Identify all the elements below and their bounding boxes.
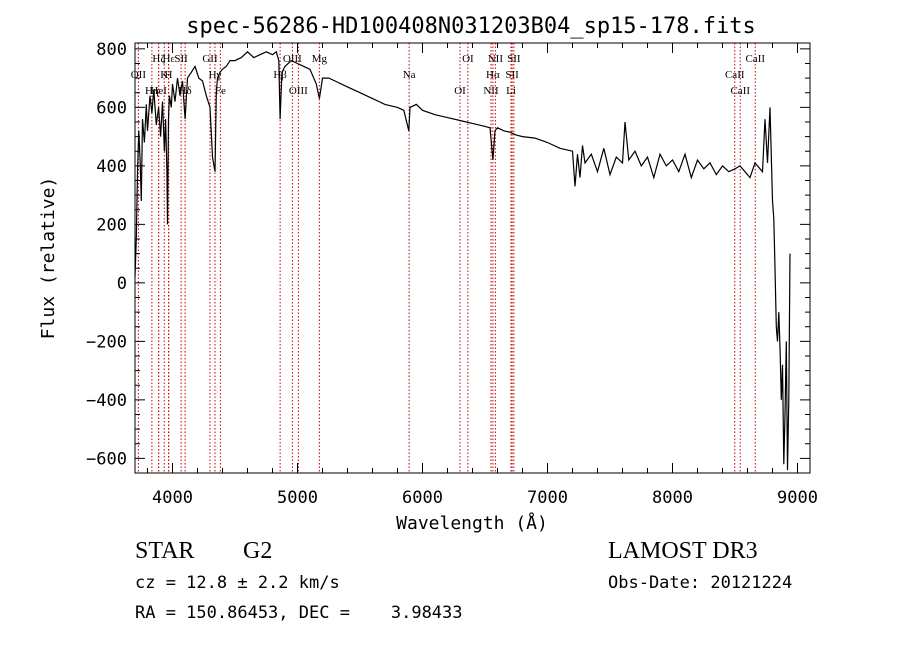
line-label: Na — [403, 69, 416, 81]
line-label: OIII — [289, 85, 308, 97]
line-label: SII — [174, 53, 188, 65]
line-label: Hη — [145, 85, 159, 97]
line-label: SII — [505, 69, 519, 81]
x-axis: 4000 5000 6000 7000 8000 9000 — [147, 43, 818, 508]
x-tick-label: 8000 — [652, 488, 693, 508]
line-label: GII — [202, 53, 218, 65]
line-label: OII — [131, 69, 147, 81]
line-label: Hζ — [152, 53, 165, 65]
line-label: OI — [462, 53, 474, 65]
x-tick-label: 4000 — [152, 488, 193, 508]
line-label: Hα — [486, 69, 500, 81]
y-tick-label: −200 — [86, 332, 127, 352]
x-axis-label: Wavelength (Å) — [396, 512, 548, 534]
chart-title: spec-56286-HD100408N031203B04_sp15-178.f… — [186, 14, 756, 39]
line-label: NII — [483, 85, 499, 97]
redshift-readout: cz = 12.8 ± 2.2 km/s — [135, 573, 340, 593]
line-label: K — [160, 69, 168, 81]
line-label: Hβ — [273, 69, 287, 81]
line-label: SII — [507, 53, 521, 65]
line-label: Mg — [312, 53, 328, 65]
line-label: H — [165, 69, 173, 81]
line-label: CaII — [725, 69, 745, 81]
y-axis-label: Flux (relative) — [38, 177, 59, 340]
plot-frame — [134, 42, 811, 474]
line-label: Fe — [215, 85, 226, 97]
line-label: Hγ — [209, 69, 222, 81]
line-label: NII — [488, 53, 504, 65]
spectral-line-markers — [137, 43, 756, 473]
y-tick-label: 400 — [96, 157, 127, 177]
spectrum-line — [134, 50, 791, 471]
line-label: CaII — [730, 85, 750, 97]
line-label: Li — [506, 85, 516, 97]
coordinates: RA = 150.86453, DEC = 3.98433 — [135, 603, 463, 623]
y-tick-label: 0 — [117, 274, 127, 294]
line-label: OIII — [283, 53, 302, 65]
spectral-line-labels: HεOIIHηHζKHeISIIHHδGIIHγFeOIIIHβOIIIMgNa… — [131, 53, 766, 97]
subclass: G2 — [243, 538, 273, 564]
line-label: CaII — [745, 53, 765, 65]
x-tick-label: 6000 — [402, 488, 443, 508]
line-label: Hε — [162, 53, 175, 65]
y-tick-label: 600 — [96, 98, 127, 118]
line-label: OI — [454, 85, 466, 97]
y-axis: −600 −400 −200 0 200 400 600 800 — [86, 40, 810, 469]
y-tick-label: 800 — [96, 40, 127, 60]
obs-date: Obs-Date: 20121224 — [608, 573, 793, 593]
x-tick-label: 5000 — [277, 488, 318, 508]
y-tick-label: 200 — [96, 215, 127, 235]
y-tick-label: −400 — [86, 391, 127, 411]
survey-name: LAMOST DR3 — [608, 538, 758, 564]
x-tick-label: 7000 — [527, 488, 568, 508]
y-tick-label: −600 — [86, 449, 127, 469]
object-class: STAR — [135, 538, 195, 564]
x-tick-label: 9000 — [777, 488, 818, 508]
